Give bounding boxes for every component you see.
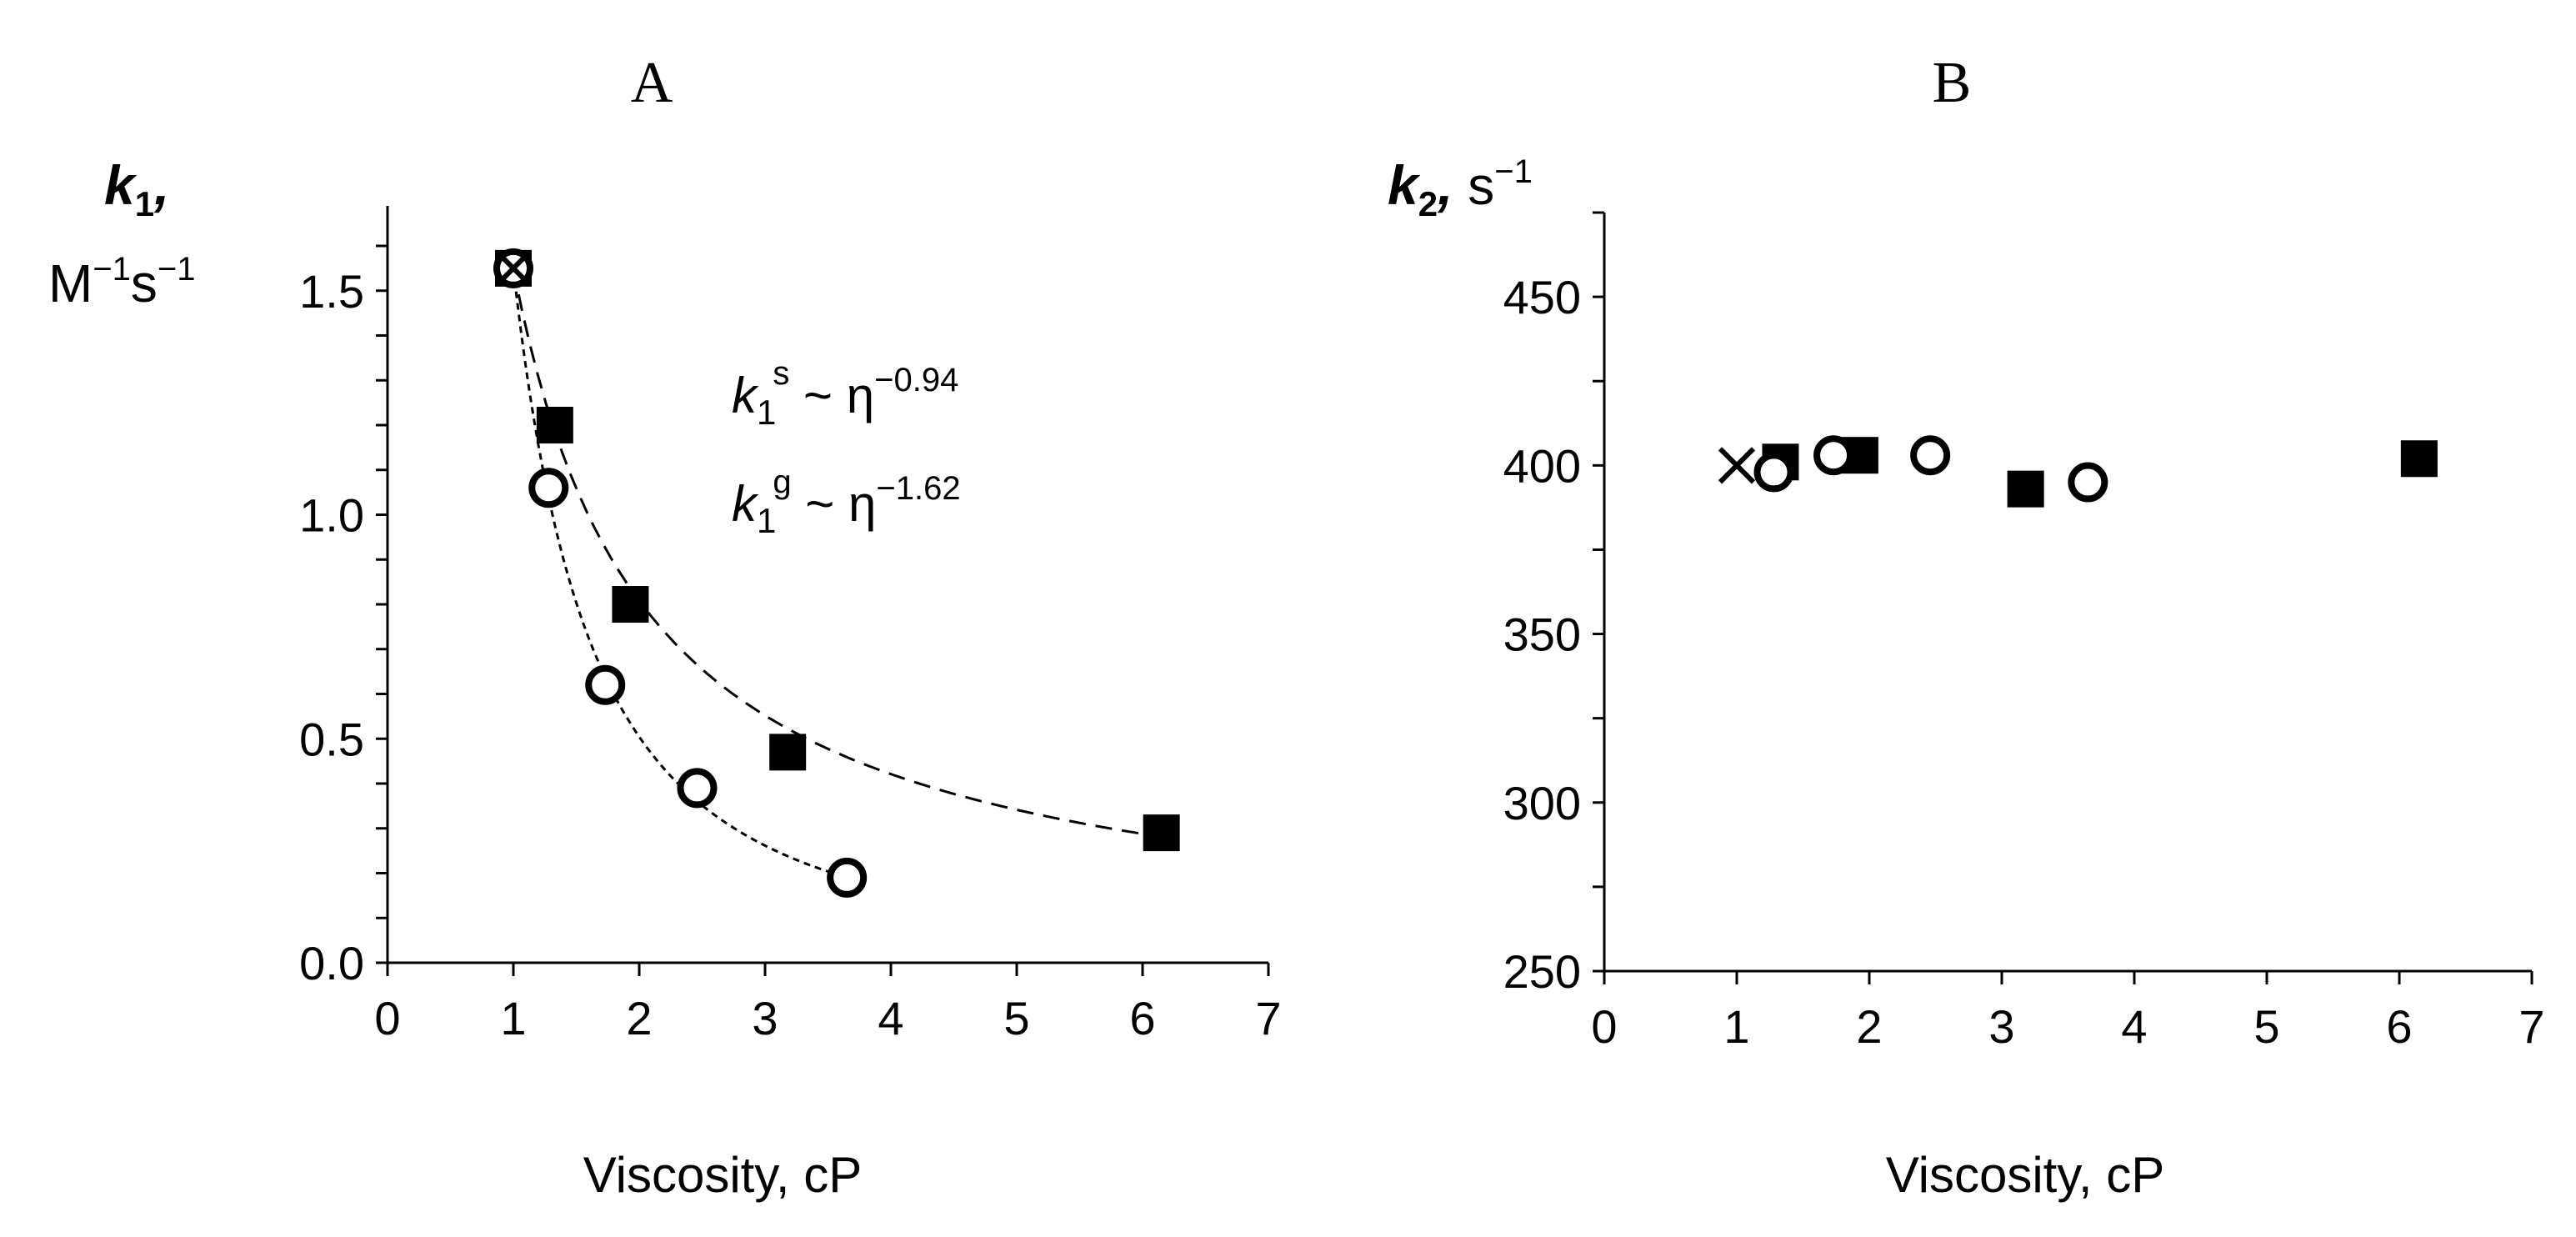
x-marker-stroke — [1718, 447, 1756, 484]
annotation-k1s-sup: s — [773, 355, 789, 392]
panel-b-x-tick-label: 4 — [2121, 1000, 2147, 1053]
panel-a-x-tick-label: 1 — [500, 992, 526, 1044]
square-marker — [1143, 814, 1180, 852]
panel-b-y-tick-label: 400 — [1503, 439, 1581, 492]
circle-marker — [528, 468, 569, 508]
circle-marker — [2068, 462, 2108, 503]
panel-b-y-ticks: 250 300 350 400 450 — [1503, 211, 1604, 998]
annotation-k1s-sub: 1 — [757, 393, 776, 432]
annotation-k1s: k1s ~ η−0.94 — [732, 355, 958, 432]
x-marker-stroke — [494, 249, 533, 287]
square-marker — [536, 407, 573, 443]
panel-a-x-tick-label: 4 — [878, 992, 903, 1044]
panel-b-x-tick-label: 2 — [1856, 1000, 1882, 1053]
panel-b-y-tick-label: 300 — [1503, 777, 1581, 829]
panel-a-y-axis-label: k1, — [104, 154, 169, 223]
panel-a-unit-s: s — [131, 253, 158, 313]
panel-a-ylabel-sub: 1 — [135, 184, 154, 223]
panel-b-x-tick-label: 5 — [2253, 1000, 2279, 1053]
circle-marker — [1910, 435, 1951, 476]
panel-a-x-tick-label: 6 — [1129, 992, 1155, 1044]
panel-b-ylabel-unit-sup: −1 — [1494, 153, 1533, 190]
annotation-k1g-k: k — [732, 476, 759, 532]
panel-a-x-axis-label: Viscosity, cP — [583, 1147, 863, 1203]
x-marker — [1718, 447, 1756, 484]
square-marker — [769, 734, 807, 771]
panel-a-markers — [493, 248, 1180, 898]
panel-a-y-tick-label: 1.5 — [299, 265, 364, 318]
panel-a-y-tick-label: 0.5 — [299, 713, 364, 765]
fit-curve-k1s — [512, 268, 1162, 839]
panel-b-ylabel-unit: s — [1453, 156, 1494, 216]
panel-b-x-tick-label: 3 — [1988, 1000, 2014, 1053]
panel-a-x-tick-label: 3 — [752, 992, 778, 1044]
panel-b-x-tick-label: 6 — [2386, 1000, 2412, 1053]
panel-a-unit-sup1: −1 — [93, 251, 131, 288]
panel-b-y-tick-label: 250 — [1503, 945, 1581, 998]
panel-a-x-tick-label: 5 — [1003, 992, 1029, 1044]
panel-b-y-tick-label: 350 — [1503, 608, 1581, 661]
panel-a-x-tick-label: 7 — [1255, 992, 1281, 1044]
panel-b-title: B — [1933, 51, 1972, 115]
annotation-k1s-k: k — [732, 368, 759, 423]
annotation-k1g-sup: g — [773, 463, 791, 500]
annotation-k1s-rest: ~ η — [789, 368, 874, 423]
square-marker — [2007, 470, 2044, 508]
panel-b-markers — [1718, 435, 2438, 508]
annotation-k1g: k1g ~ η−1.62 — [732, 463, 961, 540]
panel-a-x-tick-label: 2 — [626, 992, 652, 1044]
panel-a-ylabel-k: k — [104, 154, 138, 216]
circle-marker — [1753, 452, 1794, 493]
panel-b-ylabel-k: k — [1388, 154, 1421, 216]
circle-marker — [677, 768, 718, 809]
panel-b-y-axis-label: k2, s−1 — [1388, 153, 1533, 223]
panel-a-unit-m: M — [48, 253, 93, 313]
circle-marker — [1813, 435, 1854, 476]
panel-a-unit-sup2: −1 — [158, 251, 196, 288]
panel-a-y-ticks: 0.0 0.5 1.0 1.5 — [299, 244, 388, 989]
panel-a-x-ticks: 0 1 2 3 4 5 6 7 — [374, 963, 1282, 1044]
panel-a-y-tick-label: 0.0 — [299, 937, 364, 989]
panel-b-x-tick-label: 0 — [1591, 1000, 1617, 1053]
annotation-k1s-exp: −0.94 — [874, 362, 958, 398]
panel-a-ylabel-comma: , — [153, 154, 169, 216]
circle-marker — [827, 857, 868, 898]
annotation-k1g-sub: 1 — [757, 501, 776, 540]
annotation-k1g-rest: ~ η — [792, 476, 877, 532]
panel-b-ylabel-comma: , — [1437, 154, 1453, 216]
panel-a-fit-curves — [512, 268, 1162, 879]
square-marker — [612, 586, 649, 623]
circle-marker — [585, 664, 626, 705]
panel-a-y-tick-label: 1.0 — [299, 489, 364, 542]
panel-b-x-tick-label: 1 — [1723, 1000, 1749, 1053]
panel-a-title: A — [631, 51, 673, 115]
panel-a-x-tick-label: 0 — [374, 992, 400, 1044]
panel-b-y-tick-label: 450 — [1503, 271, 1581, 323]
annotation-k1g-exp: −1.62 — [876, 470, 960, 507]
x-marker — [494, 249, 533, 287]
panel-b-x-tick-label: 7 — [2518, 1000, 2544, 1053]
panel-b-ylabel-sub: 2 — [1418, 184, 1438, 223]
panel-b: B 250 300 350 400 450 0 1 2 3 4 5 6 7 Viscosity, cP… — [1388, 51, 2545, 1203]
panel-b-x-axis-label: Viscosity, cP — [1886, 1147, 2165, 1203]
panel-b-x-ticks: 0 1 2 3 4 5 6 7 — [1591, 971, 2545, 1053]
panel-a-y-axis-unit: M−1s−1 — [48, 251, 196, 313]
square-marker — [2400, 440, 2438, 478]
